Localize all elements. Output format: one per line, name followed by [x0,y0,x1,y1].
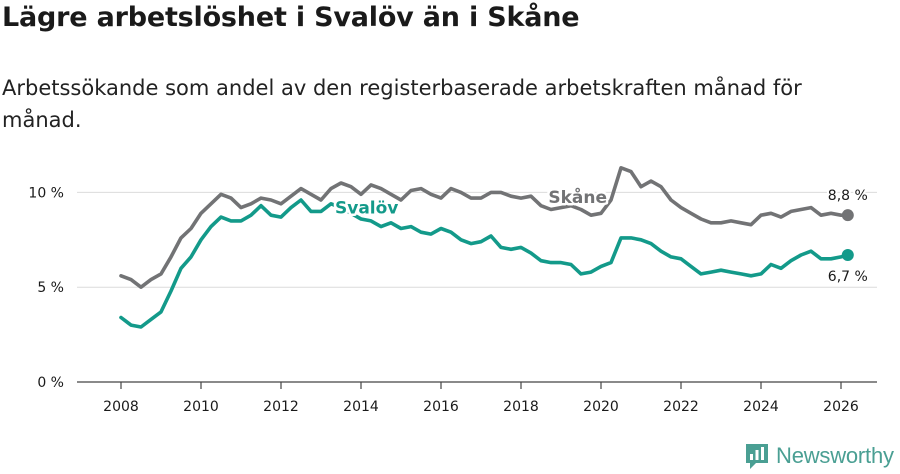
newsworthy-logo-icon [746,444,768,469]
x-tick-label: 2014 [343,399,379,415]
chart-subtitle: Arbetssökande som andel av den registerb… [2,76,802,132]
x-tick-label: 2022 [663,399,699,415]
x-tick-label: 2012 [263,399,299,415]
end-value-label-svalov: 6,7 % [828,269,868,285]
y-tick-label: 10 % [28,185,64,201]
endpoint-skane [841,209,854,222]
chart-title: Lägre arbetslöshet i Svalöv än i Skåne [2,2,580,33]
series-line-svalov [119,198,850,329]
labels-group: Skåne 8,8 % Svalöv 6,7 % [333,183,870,287]
x-tick-label: 2026 [823,399,859,415]
series-label-svalov: Svalöv [335,198,398,218]
x-tick-label: 2008 [103,399,139,415]
y-tick-label: 0 % [37,375,64,391]
x-tick-label: 2010 [183,399,219,415]
x-tick-label: 2024 [743,399,779,415]
brand-name: Newsworthy [776,443,894,468]
grid-lines: 0 % 5 % 10 % [28,185,877,391]
x-tick-label: 2018 [503,399,539,415]
brand: Newsworthy [744,440,894,472]
endpoint-svalov [841,248,854,261]
x-tick-label: 2016 [423,399,459,415]
x-tick-label: 2020 [583,399,619,415]
x-axis: 2008 2010 2012 2014 2016 2018 2020 2022 2024 2026 [77,381,877,415]
series-label-skane: Skåne [548,186,607,208]
end-value-label-skane: 8,8 % [828,188,868,204]
series-group [119,166,854,329]
y-tick-label: 5 % [37,280,64,296]
series-line-skane [119,166,850,289]
